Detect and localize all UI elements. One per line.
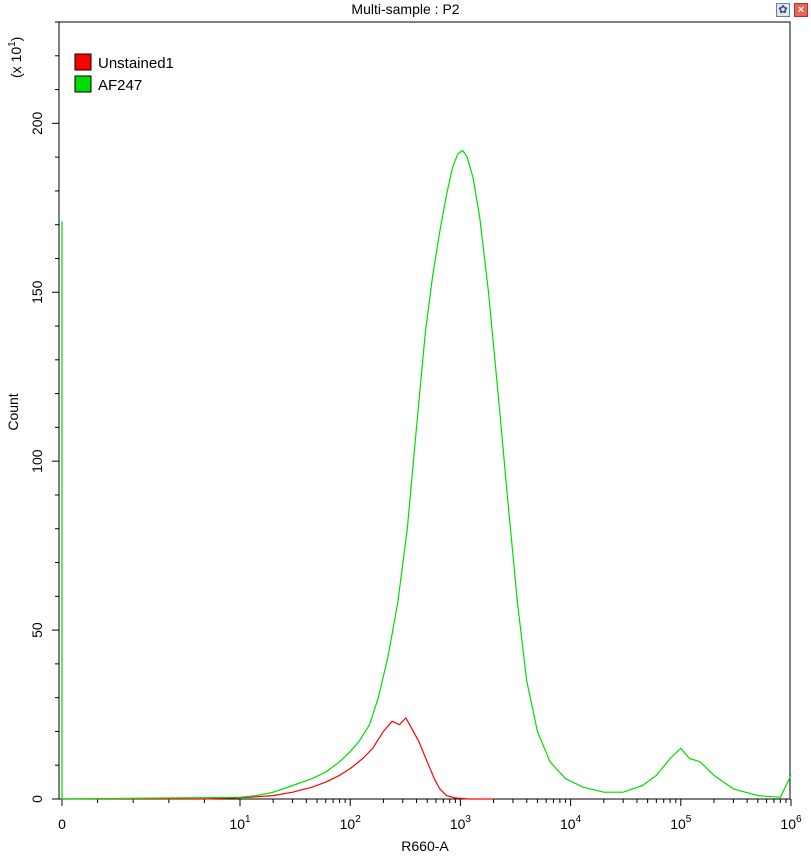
y-tick-label: 50 — [29, 622, 45, 638]
x-tick-label: 103 — [450, 814, 472, 832]
series-line-1 — [62, 717, 494, 800]
series-layer — [61, 149, 792, 800]
x-tick-label: 0 — [58, 816, 66, 832]
x-axis: 0 101 102 103 104 105 106 — [58, 799, 802, 832]
y-tick-label: 150 — [29, 280, 45, 304]
gear-icon[interactable]: ✿ — [776, 3, 790, 17]
legend: Unstained1 AF247 — [74, 53, 174, 94]
y-axis-label: Count — [5, 393, 21, 430]
x-tick-label: 104 — [560, 814, 582, 832]
window-title: Multi-sample : P2 — [351, 1, 460, 17]
legend-swatch — [74, 75, 92, 93]
x-tick-label: 106 — [780, 814, 802, 832]
legend-label: Unstained1 — [98, 55, 174, 72]
x-tick-label: 105 — [670, 814, 692, 832]
close-icon[interactable]: × — [794, 3, 808, 17]
x-tick-label: 101 — [229, 814, 251, 832]
x-axis-label: R660-A — [401, 838, 449, 854]
x-tick-label: 102 — [340, 814, 362, 832]
legend-label: AF247 — [98, 77, 142, 94]
plot-area-frame — [58, 21, 791, 800]
legend-swatch — [74, 53, 92, 71]
y-tick-label: 0 — [29, 795, 45, 803]
y-multiplier-label: (x 101) — [7, 37, 24, 78]
y-tick-label: 100 — [29, 449, 45, 473]
y-axis: 0 50 100 150 200 — [29, 21, 59, 803]
y-tick-label: 200 — [29, 111, 45, 135]
series-line-2 — [61, 149, 792, 800]
